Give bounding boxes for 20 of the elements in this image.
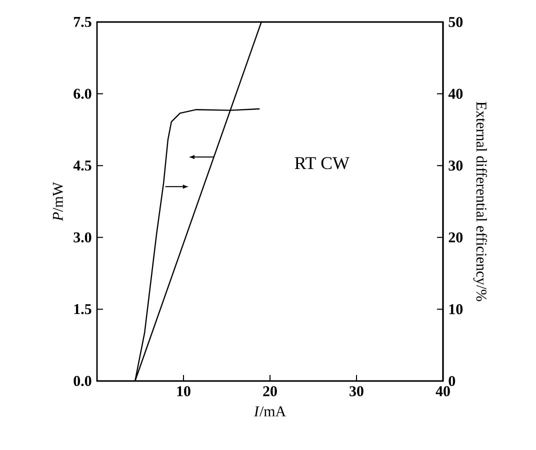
- y2-tick-label: 0: [448, 376, 456, 386]
- y-tick-label: 7.5: [74, 17, 92, 28]
- x-tick-label: 20: [263, 386, 277, 396]
- annotation: RT CW: [294, 157, 350, 170]
- y2-axis-title: External differential efficiency/%: [473, 102, 488, 302]
- x-tick-label: 10: [177, 386, 190, 396]
- y2-tick-label: 50: [448, 16, 463, 28]
- y2-tick-label: 30: [448, 160, 463, 171]
- y-tick-label: 4.5: [73, 160, 92, 171]
- x-tick-label: 40: [436, 386, 450, 396]
- y-tick-label: 3.0: [74, 232, 92, 242]
- x-axis-title: I/mA: [254, 406, 286, 416]
- y-axis-title: P/mW: [52, 182, 63, 222]
- y-tick-label: 1.5: [74, 304, 92, 314]
- y-tick-label: 0.0: [74, 376, 92, 386]
- y2-tick-label: 20: [448, 232, 463, 242]
- y-tick-label: 6.0: [74, 88, 92, 99]
- y2-tick-label: 10: [449, 304, 463, 314]
- x-tick-label: 30: [350, 386, 364, 396]
- y2-tick-label: 40: [448, 88, 463, 99]
